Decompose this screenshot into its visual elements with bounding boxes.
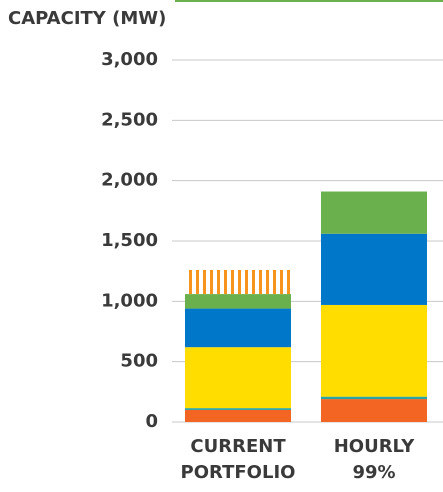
- y-tick-label: 3,000: [101, 49, 158, 70]
- bar-segment: [321, 233, 427, 305]
- y-tick-label: 2,500: [101, 109, 158, 130]
- y-tick-label: 1,000: [101, 290, 158, 311]
- bar-segment: [321, 191, 427, 234]
- y-tick-label: 500: [120, 351, 158, 372]
- bar-segment: [185, 409, 291, 422]
- x-tick-label: HOURLY 99%: [333, 436, 415, 483]
- x-tick-label: CURRENT PORTFOLIO: [180, 436, 296, 483]
- y-tick-label: 1,500: [101, 230, 158, 251]
- y-tick-label: 0: [145, 411, 158, 432]
- bar-segment: [321, 396, 427, 400]
- bar-segment: [185, 347, 291, 409]
- bar-segment: [321, 304, 427, 397]
- bar-segment: [321, 399, 427, 422]
- y-tick-label: 2,000: [101, 170, 158, 191]
- bar-segment: [185, 408, 291, 410]
- bar-segment: [185, 308, 291, 348]
- chart-title: CAPACITY (MW): [8, 8, 166, 29]
- bar-segment: [185, 269, 291, 295]
- bar-segment: [185, 294, 291, 309]
